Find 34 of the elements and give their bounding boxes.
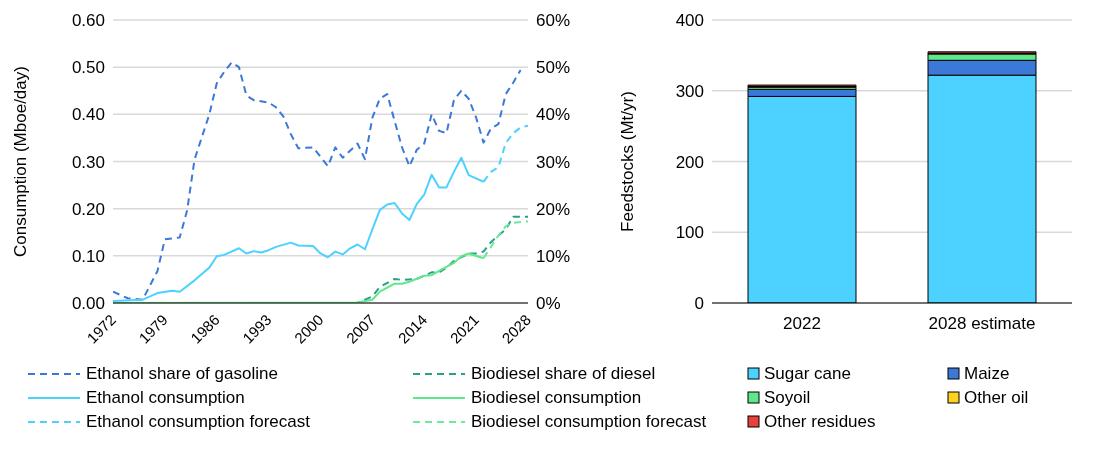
legend-label: Biodiesel consumption forecast <box>471 412 707 432</box>
legend-label: Other oil <box>964 388 1029 408</box>
y-tick-label: 0 <box>694 294 704 314</box>
legend-label: Ethanol consumption <box>86 388 245 408</box>
legend-label: Maize <box>964 364 1010 384</box>
y-tick-label: 0.30 <box>71 152 105 172</box>
legend-label: Other residues <box>764 412 876 432</box>
y-tick-label: 0.50 <box>71 58 105 78</box>
y2-tick-label: 60% <box>536 11 571 31</box>
y-tick-label: 200 <box>675 152 704 172</box>
legend-label: Ethanol consumption forecast <box>86 412 310 432</box>
x-tick-label: 2022 <box>783 314 821 334</box>
y2-tick-label: 30% <box>536 152 571 172</box>
legend-label: Sugar cane <box>764 364 851 384</box>
y-tick-label: 300 <box>675 81 704 101</box>
x-tick-label: 2028 estimate <box>928 314 1036 334</box>
legend-label: Biodiesel share of diesel <box>471 364 656 384</box>
y-tick-label: 0.00 <box>71 294 105 314</box>
y2-tick-label: 50% <box>536 58 571 78</box>
y-tick-label: 0.20 <box>71 199 105 219</box>
y-tick-label: 0.10 <box>71 246 105 266</box>
y-axis-title: Feedstocks (Mt/yr) <box>618 91 638 232</box>
legend-label: Biodiesel consumption <box>471 388 642 408</box>
y-tick-label: 100 <box>675 223 704 243</box>
y-tick-label: 0.60 <box>71 11 105 31</box>
y2-tick-label: 10% <box>536 246 571 266</box>
y-axis-title: Consumption (Mboe/day) <box>11 66 31 257</box>
legend-label: Ethanol share of gasoline <box>86 364 278 384</box>
y-tick-label: 400 <box>675 11 704 31</box>
y2-tick-label: 40% <box>536 105 571 125</box>
y-tick-label: 0.40 <box>71 105 105 125</box>
y2-tick-label: 0% <box>536 294 561 314</box>
y2-tick-label: 20% <box>536 199 571 219</box>
legend-label: Soyoil <box>764 388 811 408</box>
